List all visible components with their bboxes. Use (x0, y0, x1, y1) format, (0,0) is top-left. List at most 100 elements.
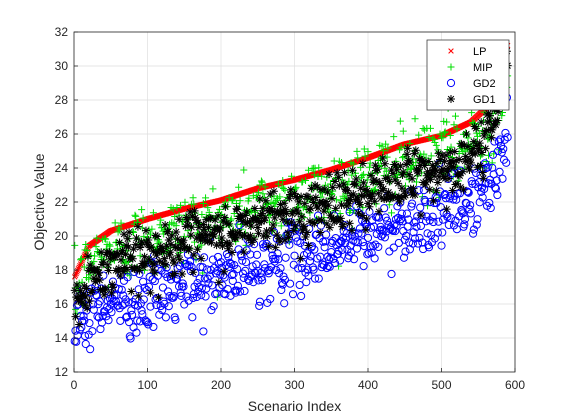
point-gd1 (479, 174, 487, 182)
point-gd1 (220, 268, 228, 276)
x-tick-label: 300 (284, 378, 304, 392)
point-gd1 (465, 166, 473, 174)
point-gd1 (362, 226, 370, 234)
point-gd1 (356, 201, 364, 209)
point-gd1 (189, 268, 197, 276)
point-gd1 (109, 283, 117, 291)
point-gd1 (180, 236, 188, 244)
point-gd1 (426, 186, 434, 194)
point-gd1 (479, 169, 487, 177)
point-gd1 (408, 175, 416, 183)
point-gd1 (467, 159, 475, 167)
point-gd1 (205, 223, 213, 231)
point-gd1 (251, 205, 259, 213)
point-gd1 (482, 145, 490, 153)
point-gd1 (95, 269, 103, 277)
point-gd1 (171, 269, 179, 277)
x-tick-label: 400 (358, 378, 378, 392)
point-gd1 (493, 116, 501, 124)
point-gd1 (487, 134, 495, 142)
point-gd1 (191, 207, 199, 215)
point-gd1 (147, 243, 155, 251)
point-gd1 (349, 166, 357, 174)
point-gd1 (337, 214, 345, 222)
point-gd1 (343, 187, 351, 195)
x-axis-label: Scenario Index (248, 398, 341, 414)
point-gd1 (175, 215, 183, 223)
legend-marker-gd1 (447, 95, 455, 103)
legend-label-gd1: GD1 (473, 94, 496, 106)
point-gd1 (151, 269, 159, 277)
point-gd1 (410, 185, 418, 193)
point-gd1 (188, 223, 196, 231)
point-gd1 (318, 216, 326, 224)
point-gd1 (153, 233, 161, 241)
point-gd1 (262, 197, 270, 205)
point-gd1 (316, 229, 324, 237)
point-gd1 (417, 211, 425, 219)
point-gd1 (312, 194, 320, 202)
y-tick-label: 16 (55, 297, 69, 311)
point-gd1 (117, 256, 125, 264)
point-gd1 (146, 289, 154, 297)
y-tick-label: 12 (55, 365, 69, 379)
point-gd1 (144, 236, 152, 244)
legend-label-mip: MIP (473, 62, 493, 74)
point-gd1 (215, 278, 223, 286)
x-tick-label: 200 (211, 378, 231, 392)
point-gd1 (360, 179, 368, 187)
point-gd1 (256, 195, 264, 203)
point-gd1 (142, 227, 150, 235)
point-gd1 (460, 186, 468, 194)
point-gd1 (85, 297, 93, 305)
point-gd1 (269, 221, 277, 229)
y-tick-label: 18 (55, 263, 69, 277)
point-gd1 (332, 204, 340, 212)
point-gd1 (403, 150, 411, 158)
point-gd1 (135, 292, 143, 300)
point-gd1 (105, 267, 113, 275)
legend: LPMIPGD2GD1 (427, 40, 509, 110)
point-gd1 (125, 228, 133, 236)
point-gd1 (404, 144, 412, 152)
point-gd1 (301, 200, 309, 208)
point-gd1 (178, 270, 186, 278)
point-gd1 (228, 249, 236, 257)
point-gd1 (358, 211, 366, 219)
x-tick-label: 0 (71, 378, 78, 392)
point-gd1 (155, 293, 163, 301)
point-gd1 (285, 233, 293, 241)
point-gd1 (160, 255, 168, 263)
y-tick-label: 32 (55, 25, 69, 39)
point-gd1 (412, 146, 420, 154)
point-gd1 (172, 228, 180, 236)
point-gd1 (161, 221, 169, 229)
y-tick-label: 14 (55, 331, 69, 345)
point-gd1 (221, 203, 229, 211)
point-gd1 (326, 224, 334, 232)
point-gd1 (270, 187, 278, 195)
point-gd1 (462, 130, 470, 138)
point-gd1 (221, 213, 229, 221)
x-tick-label: 100 (137, 378, 157, 392)
y-axis-label: Objective Value (31, 153, 47, 250)
point-gd1 (328, 194, 336, 202)
point-gd1 (210, 232, 218, 240)
point-gd1 (303, 228, 311, 236)
point-gd1 (445, 175, 453, 183)
point-gd1 (282, 210, 290, 218)
point-gd1 (375, 208, 383, 216)
point-gd1 (324, 201, 332, 209)
point-gd1 (298, 213, 306, 221)
point-gd1 (197, 255, 205, 263)
point-gd1 (450, 163, 458, 171)
point-gd1 (185, 244, 193, 252)
point-gd1 (329, 183, 337, 191)
point-gd1 (100, 291, 108, 299)
y-tick-label: 28 (55, 93, 69, 107)
point-gd1 (379, 185, 387, 193)
point-gd1 (364, 199, 372, 207)
point-gd1 (411, 191, 419, 199)
point-gd1 (129, 255, 137, 263)
